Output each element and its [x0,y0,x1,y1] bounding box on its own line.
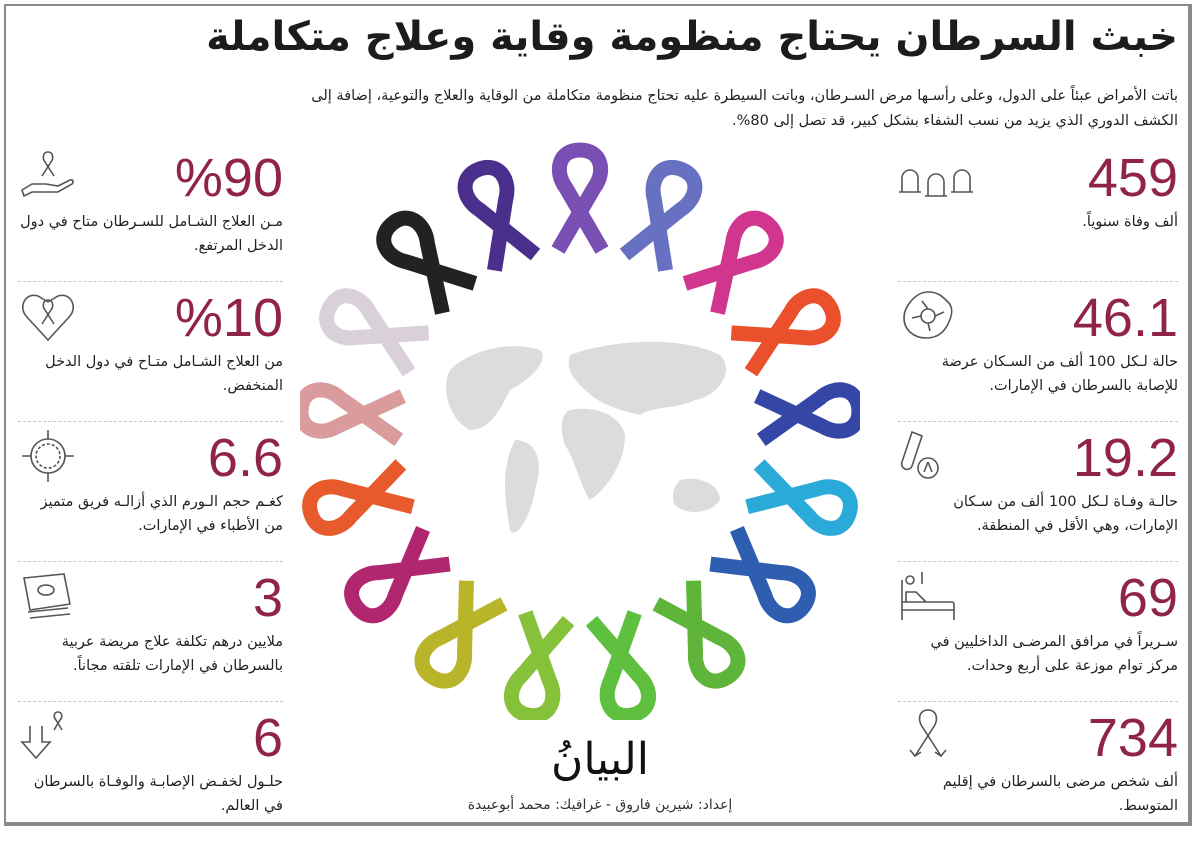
awareness-ribbon [652,580,746,689]
tombstones-icon [898,146,978,206]
awareness-ribbon [300,382,406,446]
page-title: خبث السرطان يحتاج منظومة وقاية وعلاج متك… [206,14,1178,60]
stat-item: 734 ألف شخص مرضى بالسرطان في إقليم المتو… [898,702,1178,842]
left-stats-column: %90 مـن العلاج الشـامل للسـرطان متاح في … [18,142,283,842]
stat-item: 3 ملايين درهم تكلفة علاج مريضة عربية بال… [18,562,283,702]
awareness-ribbon [503,610,575,720]
awareness-ribbon [414,580,508,689]
awareness-ribbon [457,160,541,272]
world-map [446,341,726,533]
awareness-ribbon [551,142,609,254]
tumor-cell-icon [898,286,958,346]
infographic-frame [4,4,1192,826]
stat-item: 6.6 كغـم حجم الـورم الذي أزالـه فريق متم… [18,422,283,562]
stat-item: 69 سـريراً في مرافق المرضـى الداخليين في… [898,562,1178,702]
awareness-ribbon [709,526,816,624]
albayan-logo: البيانُ [551,734,649,785]
awareness-ribbon [585,610,657,720]
intro-paragraph: باتت الأمراض عبئاً على الدول، وعلى رأسـه… [311,88,1178,129]
right-stats-column: 459 ألف وفاة سنوياً. 46.1 حالة لـكل 100 … [898,142,1178,842]
awareness-ribbon [376,210,478,315]
down-arrow-ribbon-icon [18,706,78,766]
map-europe-asia [568,341,726,415]
money-icon [18,566,78,626]
stat-item: 19.2 حالـة وفـاة لـكل 100 ألف من سـكان ا… [898,422,1178,562]
awareness-ribbon [344,526,451,624]
ribbon-heart-icon [18,286,78,346]
awareness-ribbon [619,160,703,272]
hospital-bed-icon [898,566,958,626]
ribbon-hand-icon [18,146,78,206]
stat-item: 6 حلـول لخفـض الإصابـة والوفـاة بالسرطان… [18,702,283,842]
awareness-ribbon [745,459,858,536]
awareness-ribbon [730,288,841,377]
credits: إعداد: شيرين فاروق - غرافيك: محمد أبوعبي… [467,797,733,813]
map-south-america [505,440,539,533]
ribbon-ring [300,142,860,720]
stat-item: 459 ألف وفاة سنوياً. [898,142,1178,282]
map-australia [672,478,720,512]
ribbon-icon [898,706,958,766]
stat-item: %10 من العلاج الشـامل متـاح في دول الدخل… [18,282,283,422]
awareness-ribbon [319,288,430,377]
stat-item: 46.1 حالة لـكل 100 ألف من السـكان عرضة ل… [898,282,1178,422]
awareness-ribbon [302,459,415,536]
map-north-america [446,346,543,430]
cell-target-icon [18,426,78,486]
map-africa [561,408,625,500]
awareness-ribbon [682,210,784,315]
awareness-ribbon [754,382,860,446]
stat-item: %90 مـن العلاج الشـامل للسـرطان متاح في … [18,142,283,282]
test-tube-ribbon-icon [898,426,958,486]
